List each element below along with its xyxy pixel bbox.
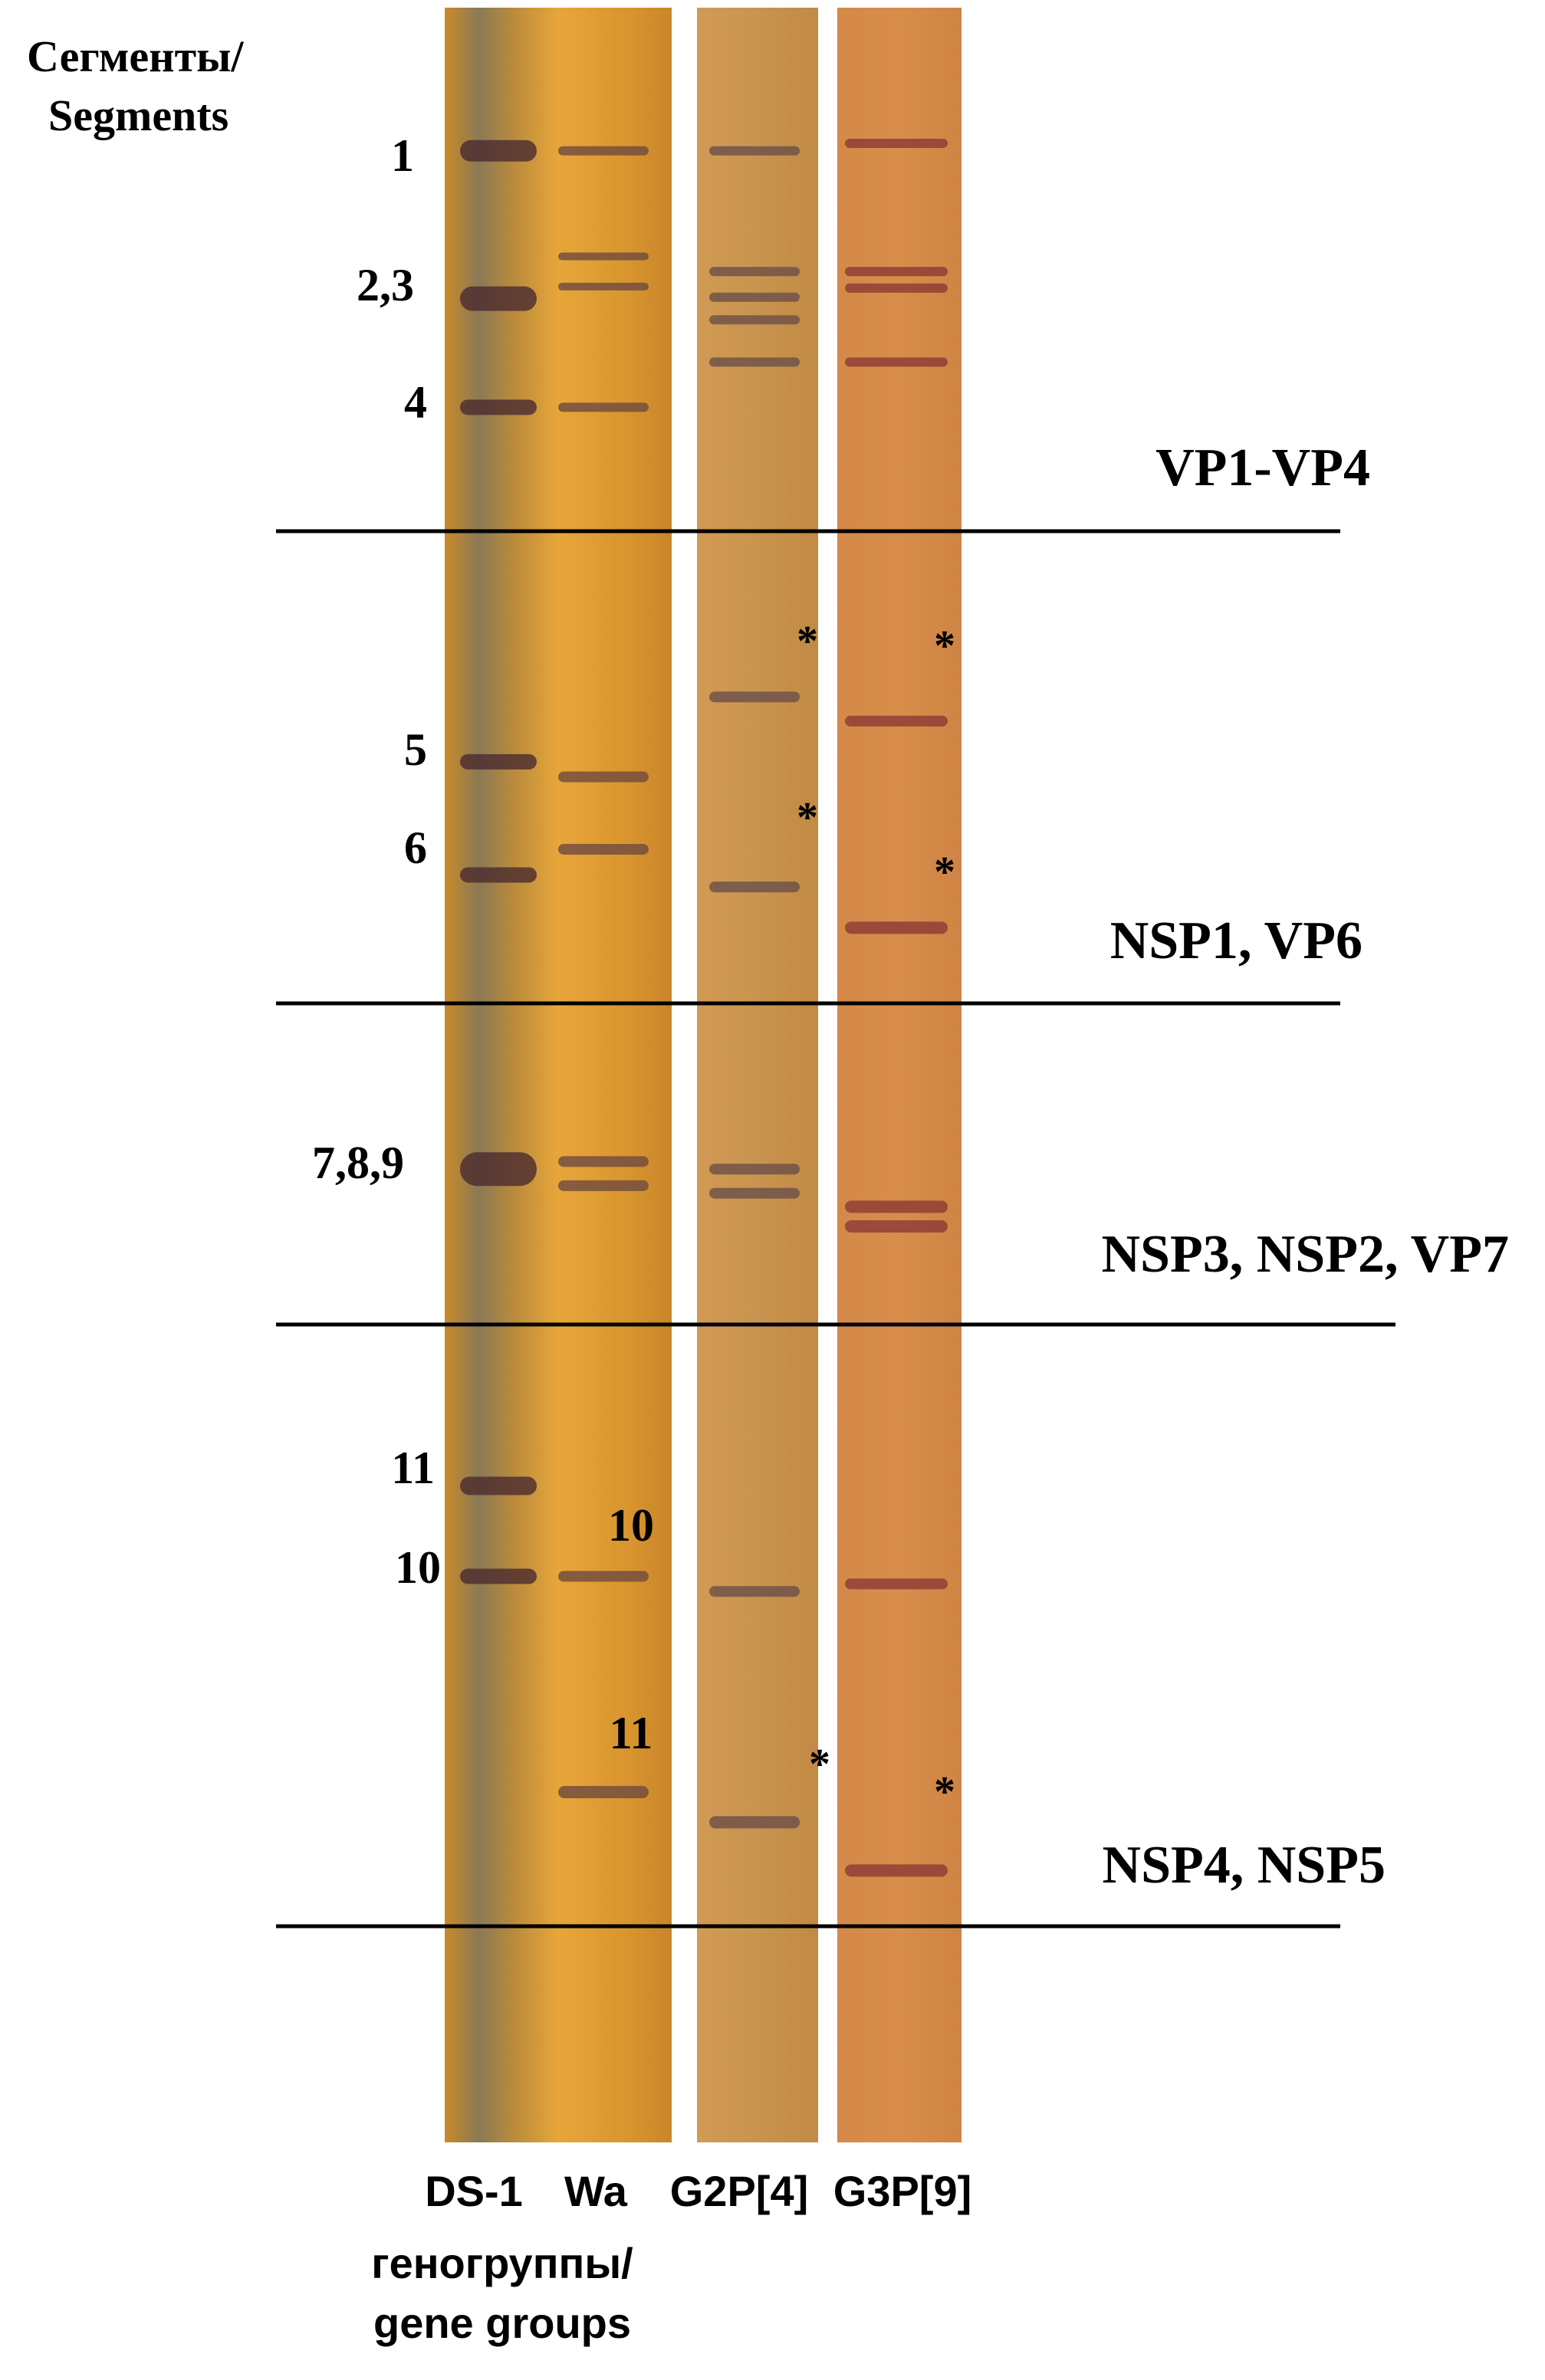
gel-panel xyxy=(445,8,672,2142)
segment-label: 10 xyxy=(395,1542,441,1593)
gel-band xyxy=(709,1164,800,1175)
gel-panel xyxy=(837,8,962,2142)
segment-labels: 1 2,3 4 5 6 7,8,9 11 10 xyxy=(312,130,441,1593)
gel-band xyxy=(709,691,800,703)
asterisk: * xyxy=(934,1768,955,1816)
gel-band xyxy=(460,286,537,311)
footer-line: gene groups xyxy=(373,2299,631,2347)
gel-band xyxy=(709,881,800,893)
gel-band xyxy=(558,1785,649,1798)
gel-band xyxy=(558,1571,649,1582)
wa-segment-labels: 10 11 xyxy=(608,1500,654,1758)
segment-label: 10 xyxy=(608,1500,654,1551)
gel-band xyxy=(558,252,649,261)
markers: * * * * * * xyxy=(797,618,955,1816)
gel-band xyxy=(709,267,800,277)
gel-band xyxy=(845,283,948,293)
gel-band xyxy=(558,843,649,855)
lane-label: Wa xyxy=(564,2167,628,2215)
asterisk: * xyxy=(809,1741,830,1788)
gel-band xyxy=(709,292,800,302)
gel-band xyxy=(709,315,800,325)
gel-band xyxy=(845,1578,948,1590)
gel-band xyxy=(709,357,800,367)
region-labels: VP1-VP4 NSP1, VP6 NSP3, NSP2, VP7 NSP4, … xyxy=(1101,438,1509,1895)
gel-band xyxy=(845,1200,948,1213)
gel-band xyxy=(460,1152,537,1187)
divider-lines xyxy=(276,529,1395,1929)
footer-line: геногруппы/ xyxy=(371,2239,633,2287)
gel-band xyxy=(558,282,649,291)
header-line: Segments xyxy=(48,90,228,140)
gel-band xyxy=(845,921,948,934)
gel-band xyxy=(845,1864,948,1877)
segment-label: 4 xyxy=(404,377,427,428)
segment-label: 11 xyxy=(391,1443,435,1493)
gel-band xyxy=(845,357,948,367)
segment-label: 6 xyxy=(404,822,427,873)
gel-band xyxy=(558,402,649,412)
lane-label: G3P[9] xyxy=(833,2167,972,2215)
region-label: NSP1, VP6 xyxy=(1110,911,1363,970)
gel-band xyxy=(558,771,649,783)
segment-label: 11 xyxy=(610,1708,653,1758)
gel-band xyxy=(558,1180,649,1191)
segment-label: 5 xyxy=(404,724,427,775)
gel-band xyxy=(709,1586,800,1597)
header-line: Сегменты/ xyxy=(27,31,244,81)
gel-band xyxy=(845,1220,948,1233)
gel-band xyxy=(558,1156,649,1167)
segment-label: 2,3 xyxy=(357,260,414,310)
gel-band xyxy=(845,267,948,277)
asterisk: * xyxy=(934,849,955,896)
gel-band xyxy=(709,146,800,156)
gel-band xyxy=(460,140,537,162)
gel-band xyxy=(460,1568,537,1584)
segment-label: 1 xyxy=(391,130,414,181)
region-label: VP1-VP4 xyxy=(1155,438,1370,497)
gel-band xyxy=(845,138,948,148)
gel-band xyxy=(558,146,649,156)
bands xyxy=(460,138,948,1877)
lane-labels: DS-1 Wa G2P[4] G3P[9] геногруппы/ gene g… xyxy=(371,2167,971,2347)
gel-band xyxy=(460,753,537,770)
gel-band xyxy=(460,867,537,883)
gel-band xyxy=(709,1187,800,1199)
asterisk: * xyxy=(797,794,818,842)
asterisk: * xyxy=(797,618,818,665)
gel-panels xyxy=(445,8,962,2142)
gel-band xyxy=(709,1816,800,1829)
lane-label: G2P[4] xyxy=(670,2167,809,2215)
gel-band xyxy=(460,399,537,415)
region-label: NSP3, NSP2, VP7 xyxy=(1101,1225,1509,1284)
segment-label: 7,8,9 xyxy=(312,1137,404,1188)
gel-band xyxy=(845,715,948,727)
asterisk: * xyxy=(934,622,955,670)
gel-band xyxy=(460,1476,537,1495)
region-label: NSP4, NSP5 xyxy=(1103,1836,1386,1895)
lane-label: DS-1 xyxy=(425,2167,523,2215)
